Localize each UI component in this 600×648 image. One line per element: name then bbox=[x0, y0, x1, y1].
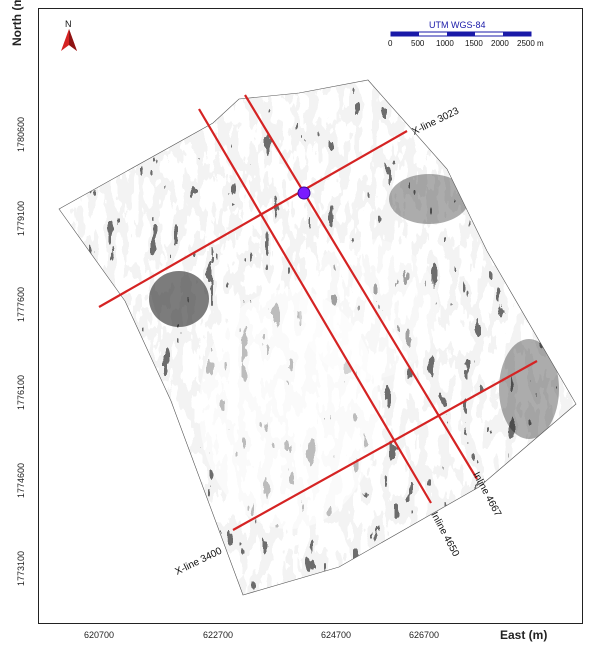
scale-tick-label: 500 bbox=[411, 39, 425, 48]
inline-4667-trace bbox=[244, 94, 478, 480]
x-tick-label: 626700 bbox=[409, 630, 440, 640]
xline-3400-trace bbox=[232, 360, 538, 531]
scale-bar: UTM WGS-84 0 500 1000 1500 2000 2500 m bbox=[388, 20, 544, 48]
inline-4650-label: Inline 4650 bbox=[428, 510, 461, 559]
xline-3400-label: X-line 3400 bbox=[173, 545, 224, 577]
x-tick-label: 622700 bbox=[203, 630, 234, 640]
y-tick-label: 1774600 bbox=[16, 462, 26, 498]
y-tick-label: 1777600 bbox=[16, 286, 26, 322]
scale-bar-title: UTM WGS-84 bbox=[429, 20, 486, 30]
y-tick-label: 1776100 bbox=[16, 374, 26, 410]
x-axis-title: East (m) bbox=[500, 628, 548, 642]
north-arrow-label: N bbox=[65, 19, 72, 29]
scale-tick-label: 1500 bbox=[465, 39, 483, 48]
map-canvas: X-line 3023 X-line 3400 Inline 4650 Inli… bbox=[58, 19, 577, 596]
y-tick-label: 1773100 bbox=[16, 550, 26, 586]
x-tick-label: 624700 bbox=[321, 630, 352, 640]
well-marker bbox=[297, 186, 311, 200]
xline-3023-trace bbox=[98, 130, 408, 308]
y-tick-label: 1779100 bbox=[16, 200, 26, 236]
scale-tick-label: 1000 bbox=[436, 39, 454, 48]
seismic-amplitude-image bbox=[59, 80, 576, 595]
y-axis-title: North (m) bbox=[10, 0, 24, 46]
inline-4650-trace bbox=[198, 108, 432, 504]
north-arrow-icon: N bbox=[61, 19, 77, 51]
scale-tick-label: 2500 m bbox=[517, 39, 544, 48]
y-tick-label: 1780600 bbox=[16, 116, 26, 152]
x-tick-label: 620700 bbox=[84, 630, 115, 640]
scale-tick-label: 0 bbox=[388, 39, 393, 48]
xline-3023-label: X-line 3023 bbox=[410, 105, 461, 137]
scale-tick-label: 2000 bbox=[491, 39, 509, 48]
survey-outline bbox=[58, 79, 577, 596]
map-frame: X-line 3023 X-line 3400 Inline 4650 Inli… bbox=[38, 8, 583, 624]
